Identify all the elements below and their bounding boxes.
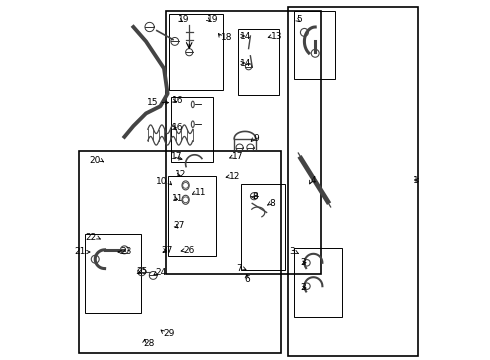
Text: 11: 11: [195, 188, 206, 197]
Text: 29: 29: [163, 329, 174, 338]
Text: 16: 16: [172, 96, 184, 105]
Text: 8: 8: [252, 192, 258, 201]
Text: 2: 2: [301, 284, 306, 293]
Bar: [79, 151, 281, 353]
Bar: [294, 248, 342, 317]
Text: 16: 16: [172, 123, 184, 132]
Text: 12: 12: [229, 172, 240, 181]
Bar: [170, 14, 223, 90]
Text: 14: 14: [240, 59, 251, 68]
Text: 27: 27: [174, 220, 185, 230]
Text: 13: 13: [271, 32, 283, 41]
Text: 24: 24: [156, 269, 167, 277]
Text: 22: 22: [85, 233, 97, 242]
Text: 10: 10: [156, 177, 168, 186]
Bar: [294, 11, 335, 79]
Text: 3: 3: [289, 248, 294, 256]
Text: 15: 15: [147, 98, 158, 107]
Text: 25: 25: [136, 267, 147, 276]
Text: 27: 27: [162, 246, 173, 255]
Text: 28: 28: [144, 339, 155, 348]
Text: 7: 7: [236, 264, 242, 273]
Text: 5: 5: [296, 15, 302, 24]
Bar: [171, 97, 213, 162]
Text: 17: 17: [232, 152, 243, 161]
Text: 14: 14: [240, 32, 251, 41]
Bar: [168, 176, 216, 256]
Text: 19: 19: [178, 15, 190, 24]
Text: 18: 18: [220, 33, 232, 42]
Bar: [242, 184, 285, 270]
Text: 1: 1: [413, 176, 418, 185]
Text: 8: 8: [270, 199, 275, 208]
Bar: [238, 29, 279, 95]
Bar: [166, 11, 320, 274]
Bar: [288, 7, 418, 356]
Text: 2: 2: [301, 258, 306, 267]
Text: 23: 23: [121, 248, 132, 256]
Text: 26: 26: [184, 246, 195, 255]
Text: 6: 6: [244, 275, 250, 284]
Text: 20: 20: [89, 156, 100, 165]
Text: 12: 12: [175, 170, 186, 179]
Text: 17: 17: [171, 152, 183, 161]
Text: 21: 21: [74, 248, 86, 256]
Text: 11: 11: [172, 194, 183, 202]
Text: 19: 19: [207, 15, 219, 24]
Text: 4: 4: [311, 176, 317, 185]
Text: 9: 9: [253, 134, 259, 143]
Bar: [85, 234, 141, 313]
